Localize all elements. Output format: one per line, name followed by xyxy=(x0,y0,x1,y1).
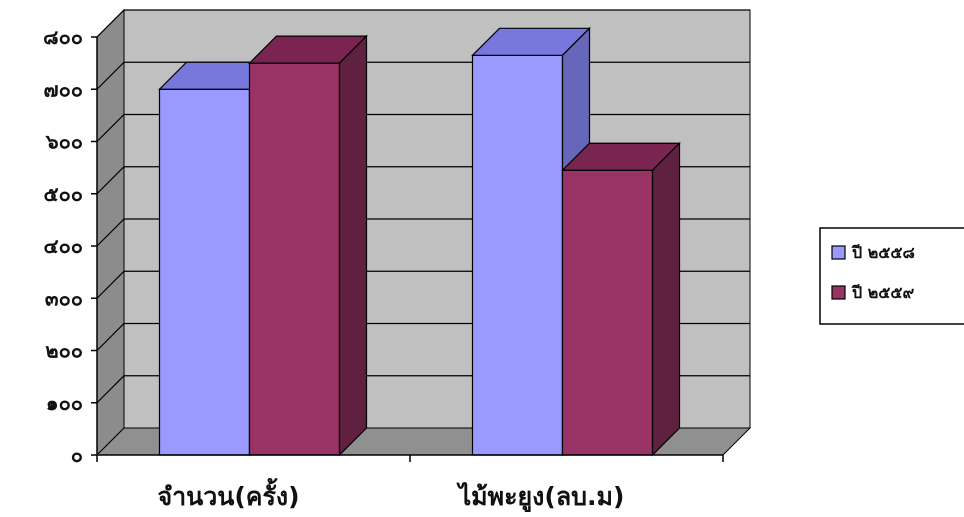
bar-side xyxy=(651,141,681,457)
y-tick-label: ๓๐๐ xyxy=(45,286,83,310)
legend-label: ปี ๒๕๕๘ xyxy=(851,243,915,262)
y-tick-label: ๒๐๐ xyxy=(45,339,83,363)
legend-swatch xyxy=(831,285,846,300)
y-tick-label: ๑๐๐ xyxy=(46,391,83,415)
bar-front xyxy=(248,62,341,456)
y-tick-label: ๐ xyxy=(71,443,83,467)
y-tick-label: ๔๐๐ xyxy=(43,234,83,258)
bar-front xyxy=(158,88,251,456)
y-tick-label: ๖๐๐ xyxy=(45,130,83,154)
category-label: ไม้พะยูง(ลบ.ม) xyxy=(456,481,625,513)
legend-box xyxy=(819,227,964,325)
bar-side xyxy=(338,34,368,457)
bar-2-1 xyxy=(248,34,368,457)
bar-front xyxy=(561,169,654,456)
axes xyxy=(91,36,724,462)
bars xyxy=(158,26,681,457)
y-tick-labels: ๐ ๑๐๐ ๒๐๐ ๓๐๐ ๔๐๐ ๕๐๐ ๖๐๐ ๗๐๐ ๘๐๐ xyxy=(43,25,83,467)
bar-2-2 xyxy=(561,141,681,457)
y-tick-label: ๗๐๐ xyxy=(44,77,83,101)
bar-front xyxy=(471,54,564,456)
y-tick-label: ๘๐๐ xyxy=(43,25,83,49)
gridline xyxy=(96,9,750,38)
y-tick-label: ๕๐๐ xyxy=(43,182,83,206)
category-labels: จำนวน(ครั้ง) ไม้พะยูง(ลบ.ม) xyxy=(157,477,624,513)
legend-swatch xyxy=(831,245,846,260)
category-label: จำนวน(ครั้ง) xyxy=(157,477,299,511)
legend-label: ปี ๒๕๕๙ xyxy=(851,283,915,302)
